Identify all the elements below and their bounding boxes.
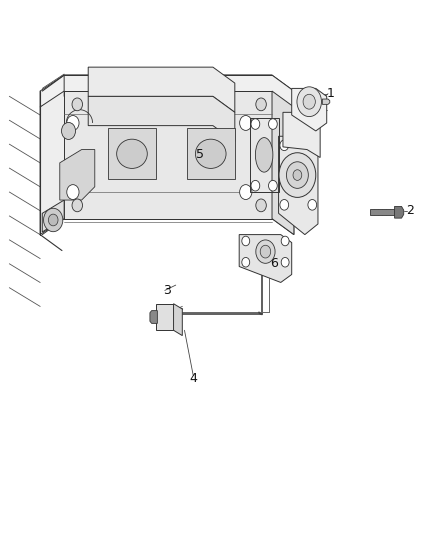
Polygon shape: [88, 96, 234, 142]
Circle shape: [255, 199, 266, 212]
Circle shape: [48, 214, 58, 226]
Circle shape: [292, 169, 301, 180]
Circle shape: [260, 245, 270, 258]
Ellipse shape: [117, 139, 147, 168]
Circle shape: [241, 236, 249, 246]
Circle shape: [239, 184, 251, 199]
Polygon shape: [64, 91, 272, 219]
Ellipse shape: [255, 138, 272, 172]
Polygon shape: [394, 206, 403, 218]
Polygon shape: [291, 88, 326, 131]
Circle shape: [279, 199, 288, 210]
Circle shape: [281, 236, 288, 246]
Circle shape: [239, 116, 251, 131]
Text: 1: 1: [326, 87, 334, 100]
Circle shape: [241, 257, 249, 267]
Polygon shape: [64, 75, 293, 112]
Polygon shape: [60, 150, 95, 200]
Circle shape: [286, 162, 307, 188]
Circle shape: [296, 87, 321, 117]
Text: 5: 5: [195, 148, 203, 161]
Polygon shape: [173, 304, 182, 336]
Text: 3: 3: [162, 284, 170, 297]
Polygon shape: [186, 128, 234, 179]
Polygon shape: [321, 99, 329, 104]
Circle shape: [72, 199, 82, 212]
Text: 4: 4: [189, 372, 197, 385]
Circle shape: [251, 119, 259, 130]
Circle shape: [268, 180, 277, 191]
Polygon shape: [108, 128, 155, 179]
Circle shape: [255, 98, 266, 111]
Circle shape: [61, 123, 75, 140]
Circle shape: [255, 240, 275, 263]
Polygon shape: [40, 75, 293, 112]
Circle shape: [43, 208, 63, 232]
Circle shape: [72, 98, 82, 111]
Circle shape: [307, 199, 316, 210]
Polygon shape: [283, 112, 319, 158]
Polygon shape: [272, 91, 293, 235]
Circle shape: [281, 257, 288, 267]
Polygon shape: [155, 304, 173, 330]
Polygon shape: [278, 136, 317, 235]
Circle shape: [279, 140, 288, 151]
Text: 6: 6: [270, 257, 278, 270]
Circle shape: [67, 116, 79, 131]
Polygon shape: [40, 91, 272, 235]
Text: 2: 2: [405, 204, 413, 217]
Polygon shape: [42, 200, 64, 232]
Circle shape: [302, 94, 314, 109]
Ellipse shape: [195, 139, 226, 168]
Polygon shape: [88, 67, 234, 112]
Circle shape: [307, 140, 316, 151]
Circle shape: [67, 184, 79, 199]
Circle shape: [268, 119, 277, 130]
Circle shape: [251, 180, 259, 191]
Polygon shape: [272, 91, 293, 235]
Circle shape: [279, 153, 315, 197]
Polygon shape: [150, 311, 157, 324]
Polygon shape: [370, 209, 394, 215]
Polygon shape: [239, 235, 291, 282]
